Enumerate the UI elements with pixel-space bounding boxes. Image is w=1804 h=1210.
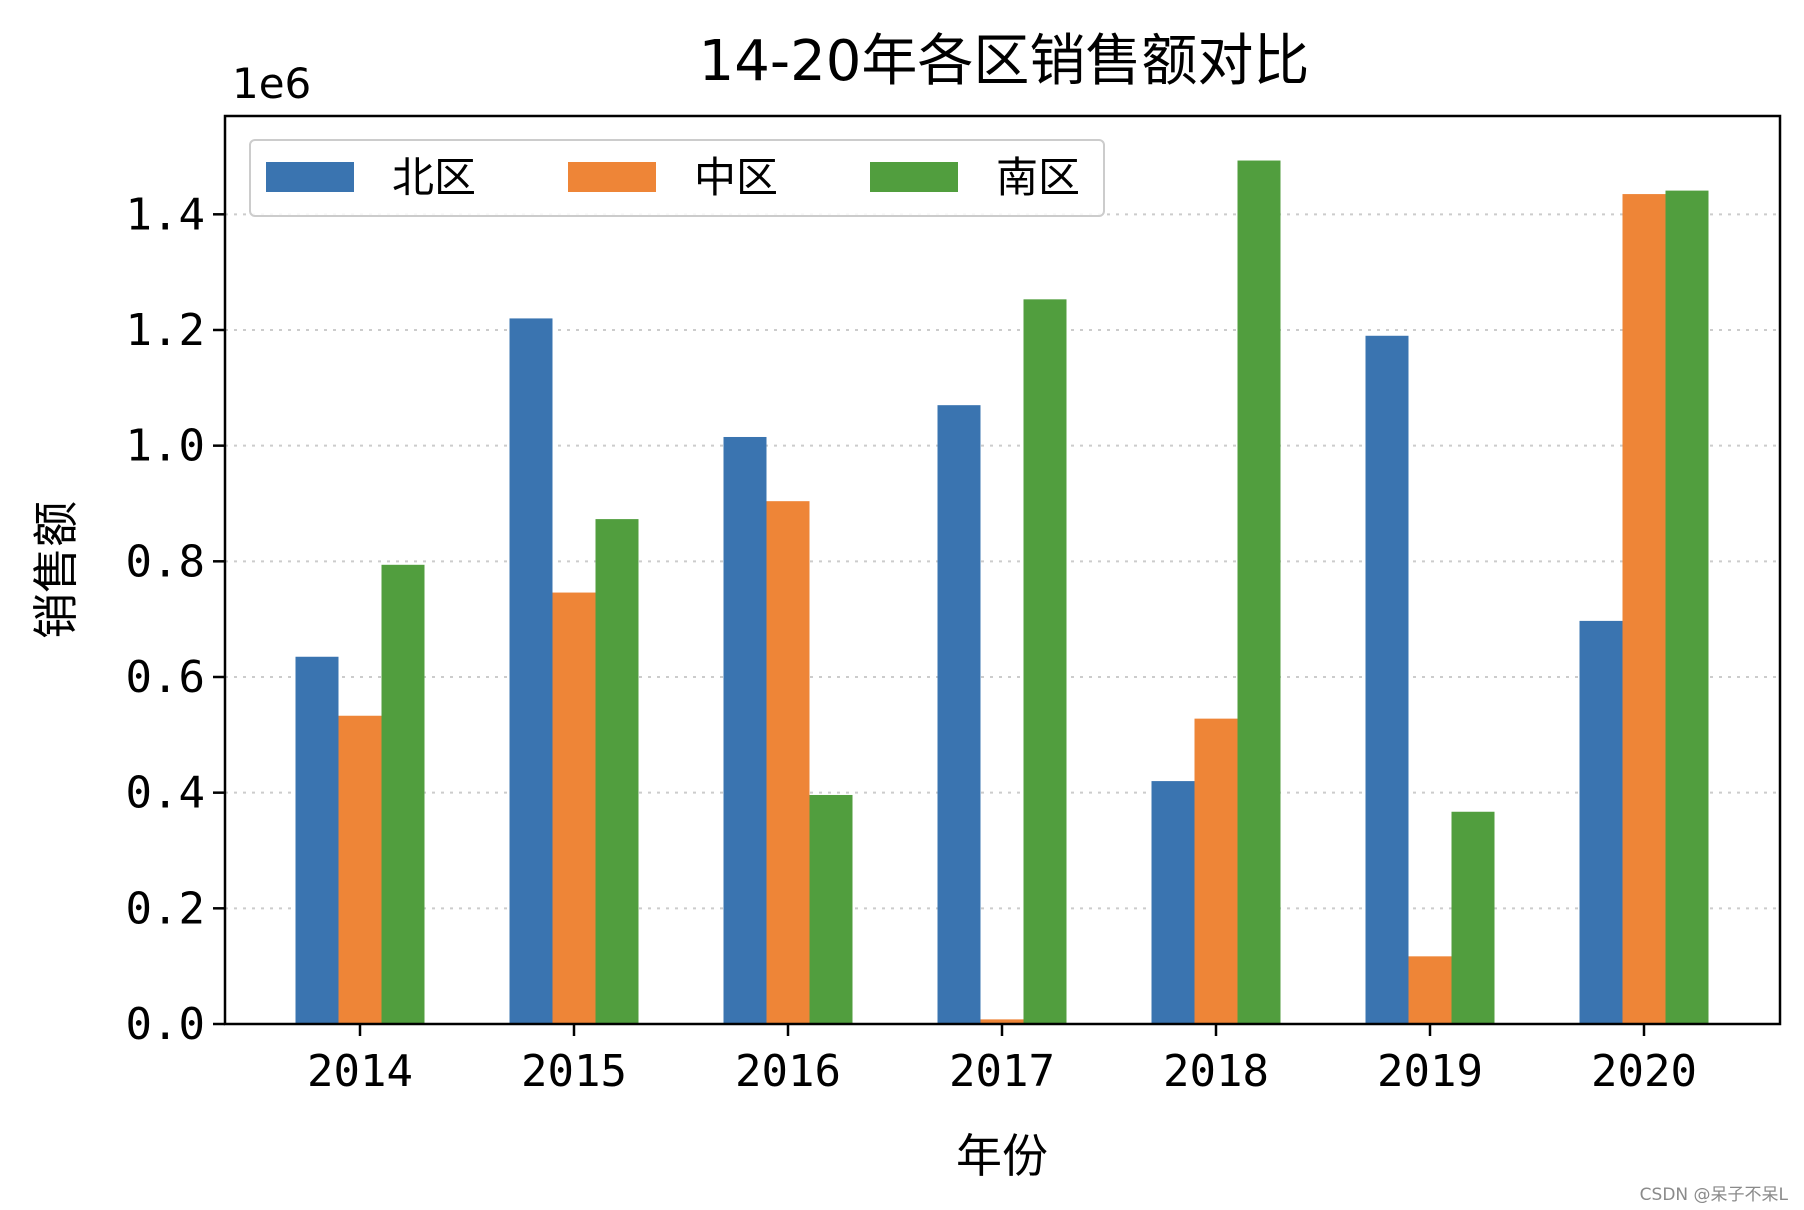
x-tick-label: 2014 bbox=[307, 1046, 413, 1097]
watermark: CSDN @呆子不呆L bbox=[1640, 1185, 1789, 1205]
x-axis-label: 年份 bbox=[956, 1129, 1048, 1183]
bar-南区-2016 bbox=[809, 794, 853, 1024]
bar-南区-2015 bbox=[595, 519, 639, 1024]
y-axis-offset-label: 1e6 bbox=[232, 59, 311, 108]
y-axis-label: 销售额 bbox=[29, 501, 83, 639]
legend: 北区 中区 南区 bbox=[249, 139, 1105, 217]
bar-北区-2019 bbox=[1365, 335, 1409, 1024]
legend-label: 北区 bbox=[392, 153, 476, 202]
bar-北区-2018 bbox=[1151, 781, 1195, 1024]
axes-frame bbox=[223, 114, 1782, 1026]
bar-北区-2017 bbox=[937, 405, 981, 1024]
x-tick-label: 2016 bbox=[735, 1046, 841, 1097]
bar-南区-2014 bbox=[381, 564, 425, 1024]
bar-南区-2018 bbox=[1237, 160, 1281, 1025]
legend-swatch bbox=[870, 162, 958, 192]
x-tick-label: 2015 bbox=[521, 1046, 627, 1097]
y-tick-label: 0.0 bbox=[126, 999, 205, 1050]
y-tick-label: 0.6 bbox=[126, 652, 205, 703]
y-tick-label: 1.4 bbox=[126, 189, 205, 240]
legend-swatch bbox=[568, 162, 656, 192]
bar-中区-2017 bbox=[980, 1019, 1024, 1024]
x-tick-label: 2020 bbox=[1591, 1046, 1697, 1097]
grid-lines bbox=[225, 213, 1780, 910]
chart-title: 14-20年各区销售额对比 bbox=[699, 29, 1310, 94]
bar-中区-2020 bbox=[1622, 194, 1666, 1025]
y-tick-label: 0.2 bbox=[126, 883, 205, 934]
bar-中区-2019 bbox=[1408, 956, 1452, 1024]
y-tick-label: 1.0 bbox=[126, 421, 205, 472]
bar-北区-2020 bbox=[1579, 620, 1623, 1024]
y-tick-label: 0.8 bbox=[126, 536, 205, 587]
y-tick-label: 1.2 bbox=[126, 305, 205, 356]
legend-swatch bbox=[266, 162, 354, 192]
legend-box bbox=[249, 139, 1105, 217]
bar-南区-2020 bbox=[1665, 190, 1709, 1024]
bar-南区-2019 bbox=[1451, 811, 1495, 1024]
x-tick-label: 2018 bbox=[1163, 1046, 1269, 1097]
bar-中区-2015 bbox=[552, 592, 596, 1024]
bar-北区-2015 bbox=[509, 318, 553, 1024]
legend-label: 中区 bbox=[694, 153, 778, 202]
x-tick-label: 2017 bbox=[949, 1046, 1055, 1097]
axis-ticks: 0.0 0.2 0.4 0.6 0.8 1.0 1.2 1.4 2014 2015 2016 2017… bbox=[126, 189, 1697, 1097]
bar-中区-2016 bbox=[766, 501, 810, 1024]
bar-中区-2018 bbox=[1194, 718, 1238, 1024]
bar-北区-2016 bbox=[723, 436, 767, 1024]
bar-北区-2014 bbox=[295, 656, 339, 1024]
bar-南区-2017 bbox=[1023, 299, 1067, 1024]
y-tick-label: 0.4 bbox=[126, 768, 205, 819]
x-tick-label: 2019 bbox=[1377, 1046, 1483, 1097]
legend-label: 南区 bbox=[996, 153, 1080, 202]
bars bbox=[295, 160, 1709, 1025]
bar-中区-2014 bbox=[338, 715, 382, 1024]
